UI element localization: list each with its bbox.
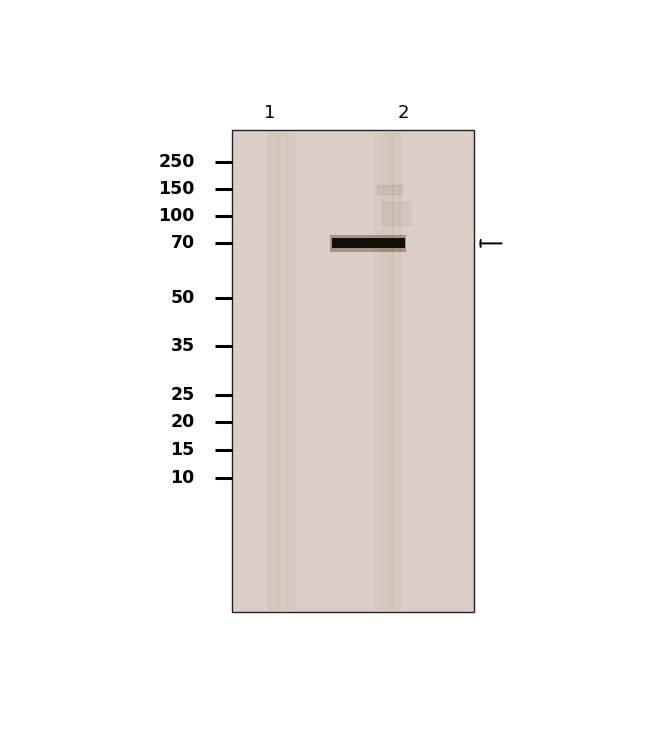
Text: 250: 250 [158,153,194,171]
Text: 70: 70 [170,234,194,253]
Text: 50: 50 [170,288,194,307]
Text: 25: 25 [170,386,194,404]
Text: 100: 100 [158,207,194,225]
Text: 35: 35 [170,337,194,355]
Text: 15: 15 [170,441,194,459]
Text: 2: 2 [398,104,410,122]
Text: 10: 10 [170,469,194,487]
Bar [330,235,406,252]
Bar [332,239,405,248]
Text: 20: 20 [170,413,194,430]
Text: 150: 150 [158,180,194,198]
Bar [233,130,474,612]
Text: 1: 1 [265,104,276,122]
